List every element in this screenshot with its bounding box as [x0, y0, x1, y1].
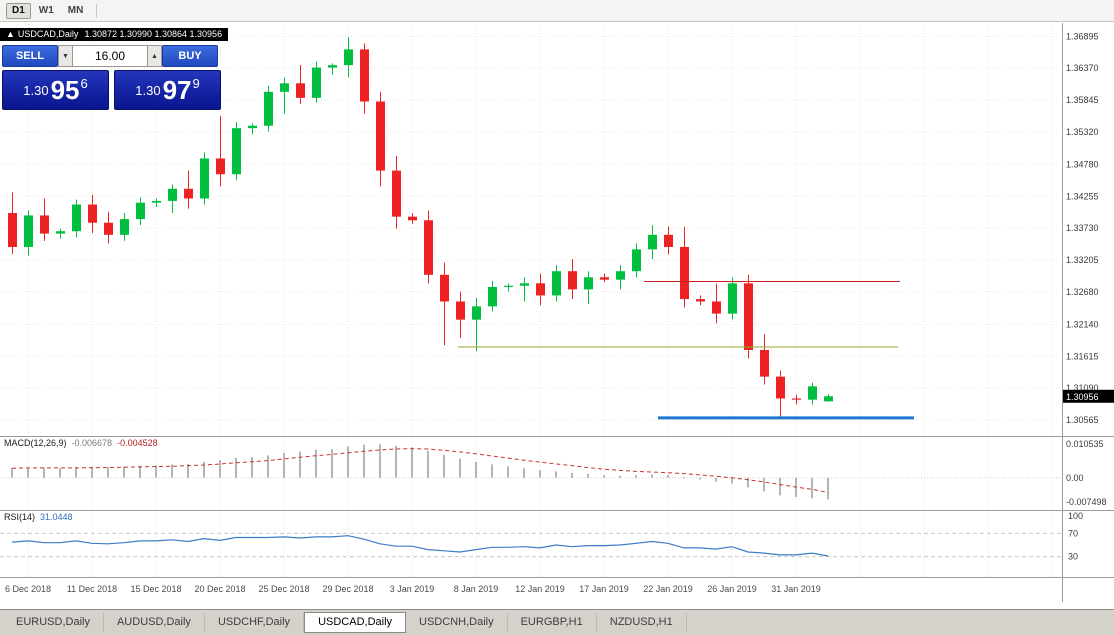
svg-text:22 Jan 2019: 22 Jan 2019 [643, 584, 693, 594]
svg-text:100: 100 [1068, 511, 1083, 521]
svg-text:26 Jan 2019: 26 Jan 2019 [707, 584, 757, 594]
timeframe-w1-button[interactable]: W1 [33, 3, 60, 19]
svg-text:8 Jan 2019: 8 Jan 2019 [454, 584, 499, 594]
buy-button[interactable]: BUY [162, 45, 218, 67]
grid [0, 24, 1062, 577]
buy-price-button[interactable]: 1.30 97 9 [114, 70, 221, 110]
svg-text:1.31090: 1.31090 [1066, 383, 1099, 393]
svg-text:1.34780: 1.34780 [1066, 160, 1099, 170]
bottom-tab-usdcnh-daily[interactable]: USDCNH,Daily [406, 613, 508, 632]
bottom-tab-audusd-daily[interactable]: AUDUSD,Daily [104, 613, 205, 632]
one-click-trading-panel: SELL ▼ 16.00 ▲ BUY 1.30 95 6 1.30 97 9 [2, 45, 222, 110]
volume-decrease-button[interactable]: ▼ [58, 45, 73, 67]
sell-button[interactable]: SELL [2, 45, 58, 67]
svg-text:17 Jan 2019: 17 Jan 2019 [579, 584, 629, 594]
svg-text:25 Dec 2018: 25 Dec 2018 [258, 584, 309, 594]
rsi-name: RSI(14) [4, 512, 36, 522]
buy-price-big: 97 [162, 75, 192, 105]
svg-text:3 Jan 2019: 3 Jan 2019 [390, 584, 435, 594]
candles [8, 37, 833, 417]
macd-signal-line [11, 448, 829, 493]
macd-main-value: -0.006678 [71, 438, 113, 448]
rsi-indicator-label: RSI(14) 31.0448 [4, 512, 73, 522]
svg-text:1.36370: 1.36370 [1066, 63, 1099, 73]
macd-name: MACD(12,26,9) [4, 438, 67, 448]
sell-price-big: 95 [50, 75, 80, 105]
svg-text:1.33205: 1.33205 [1066, 255, 1099, 265]
bottom-tab-usdchf-daily[interactable]: USDCHF,Daily [205, 613, 305, 632]
date-axis[interactable]: 6 Dec 2018 11 Dec 2018 15 Dec 2018 20 Dec 2… [5, 584, 821, 594]
current-price-tag [1063, 389, 1114, 403]
svg-text:1.32680: 1.32680 [1066, 287, 1099, 297]
trade-order-row: SELL ▼ 16.00 ▲ BUY [2, 45, 222, 67]
chart-ohlc-bar: ▲ USDCAD,Daily 1.30872 1.30990 1.30864 1.3… [0, 28, 229, 41]
svg-text:20 Dec 2018: 20 Dec 2018 [194, 584, 245, 594]
svg-text:1.32140: 1.32140 [1066, 320, 1099, 330]
timeframe-d1-button[interactable]: D1 [6, 2, 31, 19]
svg-text:29 Dec 2018: 29 Dec 2018 [322, 584, 373, 594]
svg-text:1.31615: 1.31615 [1066, 351, 1099, 361]
chart-canvas[interactable]: 1.36895 1.36370 1.35845 1.35320 1.34780 1.342… [0, 0, 1114, 602]
current-price-tag-text: 1.30956 [1066, 392, 1099, 402]
svg-text:15 Dec 2018: 15 Dec 2018 [130, 584, 181, 594]
chart-symbol-label: USDCAD,Daily [17, 29, 79, 39]
svg-text:1.30565: 1.30565 [1066, 415, 1099, 425]
timeframe-mn-button[interactable]: MN [62, 3, 90, 19]
svg-text:31 Jan 2019: 31 Jan 2019 [771, 584, 821, 594]
macd-panel: 0.010535 0.00 -0.007498 [0, 439, 1107, 507]
chart-ohlc-values: 1.30872 1.30990 1.30864 1.30956 [84, 29, 223, 39]
volume-increase-button[interactable]: ▲ [147, 45, 162, 67]
toolbar-separator [96, 3, 98, 18]
rsi-value: 31.0448 [40, 512, 73, 522]
rsi-panel: 100 70 30 [0, 511, 1083, 562]
svg-text:30: 30 [1068, 552, 1078, 562]
chart-bottom-margin [0, 602, 1114, 609]
svg-text:70: 70 [1068, 528, 1078, 538]
svg-text:6 Dec 2018: 6 Dec 2018 [5, 584, 51, 594]
bottom-tab-eurgbp-h1[interactable]: EURGBP,H1 [508, 613, 597, 632]
svg-text:-0.007498: -0.007498 [1066, 497, 1107, 507]
sell-price-sup: 6 [80, 75, 88, 91]
sell-price-prefix: 1.30 [23, 82, 49, 98]
svg-text:1.36895: 1.36895 [1066, 31, 1099, 41]
svg-text:0.010535: 0.010535 [1066, 439, 1104, 449]
sell-price-button[interactable]: 1.30 95 6 [2, 70, 109, 110]
chart-collapse-icon[interactable]: ▲ [6, 29, 15, 39]
buy-price-sup: 9 [192, 75, 200, 91]
svg-text:1.35845: 1.35845 [1066, 95, 1099, 105]
rsi-line [11, 535, 829, 557]
svg-text:1.35320: 1.35320 [1066, 127, 1099, 137]
macd-signal-value: -0.004528 [117, 438, 158, 448]
bottom-tab-nzdusd-h1[interactable]: NZDUSD,H1 [597, 613, 687, 632]
macd-indicator-label: MACD(12,26,9) -0.006678 -0.004528 [4, 438, 158, 448]
buy-price-prefix: 1.30 [135, 82, 161, 98]
svg-text:11 Dec 2018: 11 Dec 2018 [67, 584, 117, 594]
bottom-tab-eurusd-daily[interactable]: EURUSD,Daily [3, 613, 104, 632]
svg-text:12 Jan 2019: 12 Jan 2019 [515, 584, 565, 594]
svg-text:1.34255: 1.34255 [1066, 191, 1099, 201]
volume-input[interactable]: 16.00 [73, 45, 147, 67]
bottom-tab-usdcad-daily[interactable]: USDCAD,Daily [304, 612, 407, 633]
svg-text:0.00: 0.00 [1066, 473, 1084, 483]
price-axis[interactable]: 1.36895 1.36370 1.35845 1.35320 1.34780 1.342… [1066, 31, 1099, 425]
svg-text:1.33730: 1.33730 [1066, 223, 1099, 233]
chart-tabs-bar: EURUSD,Daily AUDUSD,Daily USDCHF,Daily USDC… [0, 609, 1114, 635]
trade-price-row: 1.30 95 6 1.30 97 9 [2, 70, 222, 110]
timeframe-toolbar: D1 W1 MN [0, 0, 1114, 22]
